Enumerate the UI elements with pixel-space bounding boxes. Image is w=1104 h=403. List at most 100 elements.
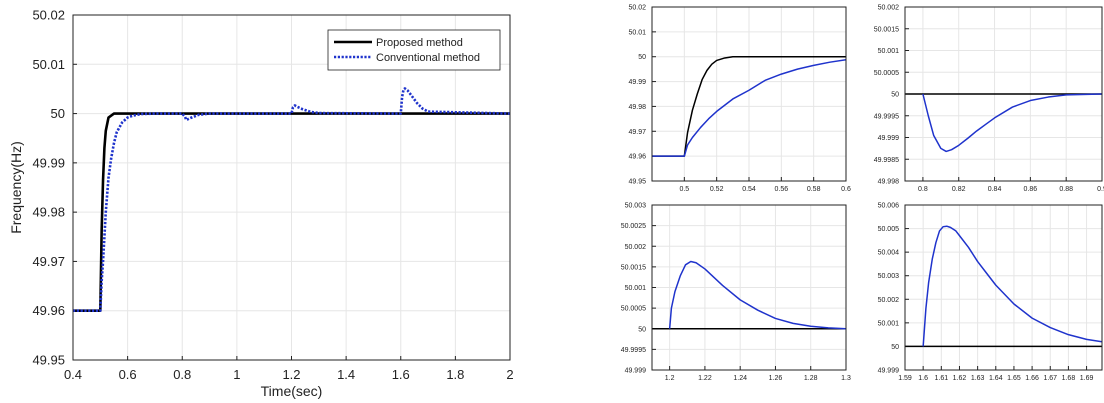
y-tick-label: 50 xyxy=(638,54,646,61)
x-tick-label: 0.52 xyxy=(710,186,724,193)
x-tick-label: 1.3 xyxy=(841,375,851,382)
x-tick-label: 0.4 xyxy=(64,367,82,382)
chart-panel-1: 0.4 0.6 0.8 1 1.2 1.4 1.6 1.8 2 49.95 49.96 49.97 49… xyxy=(8,8,514,400)
x-tick-label: 1.28 xyxy=(804,375,818,382)
y-tick-label: 49.97 xyxy=(628,129,646,136)
y-tick-label: 49.998 xyxy=(878,179,900,186)
x-tick-label: 1.4 xyxy=(337,367,355,382)
y-tick-label: 50.001 xyxy=(878,48,900,55)
x-tick-label: 0.82 xyxy=(952,186,966,193)
chart-panel-5: 1.59 1.6 1.61 1.62 1.63 1.64 1.65 1.66 1.67 1.68 1… xyxy=(878,203,1103,382)
x-tick-label: 1.24 xyxy=(733,375,747,382)
y-tick-label: 50.003 xyxy=(625,203,647,210)
plot-frame xyxy=(651,204,847,371)
y-tick-label: 50.0025 xyxy=(621,223,646,230)
y-tick-label: 49.999 xyxy=(878,135,900,142)
y-tick-label: 50.01 xyxy=(32,57,65,72)
x-tick-label: 0.6 xyxy=(841,186,851,193)
x-tick-label: 1.66 xyxy=(1025,375,1039,382)
x-tick-label: 1.64 xyxy=(989,375,1003,382)
y-tick-label: 50 xyxy=(891,344,899,351)
x-tick-label: 0.86 xyxy=(1024,186,1038,193)
y-tick-label: 50.02 xyxy=(32,8,65,23)
y-tick-label: 49.98 xyxy=(628,104,646,111)
x-tick-label: 0.54 xyxy=(742,186,756,193)
x-tick-label: 1.67 xyxy=(1043,375,1057,382)
x-tick-label: 1.2 xyxy=(282,367,300,382)
chart-panel-2: 0.5 0.52 0.54 0.56 0.58 0.6 49.95 49.96 49.97 49.… xyxy=(628,5,851,194)
y-tick-label: 49.95 xyxy=(32,353,65,368)
series-line-proposed xyxy=(652,55,846,157)
y-tick-label: 50.002 xyxy=(878,5,900,12)
y-tick-label: 49.9995 xyxy=(621,347,646,354)
y-tick-label: 49.95 xyxy=(628,179,646,186)
series-line-conventional xyxy=(922,225,1102,347)
y-tick-label: 50.02 xyxy=(628,5,646,12)
x-tick-label: 1.63 xyxy=(971,375,985,382)
x-tick-label: 1.26 xyxy=(769,375,783,382)
y-tick-label: 49.97 xyxy=(32,254,65,269)
x-tick-label: 0.84 xyxy=(988,186,1002,193)
y-tick-label: 50 xyxy=(51,106,65,121)
y-tick-label: 50.006 xyxy=(878,203,900,210)
x-tick-label: 0.58 xyxy=(807,186,821,193)
y-tick-label: 50.003 xyxy=(878,273,900,280)
plot-frame xyxy=(651,6,847,182)
chart-panel-3: 0.8 0.82 0.84 0.86 0.88 0.9 49.998 49.9985 49.99… xyxy=(874,5,1104,194)
series-line-conventional xyxy=(73,87,510,313)
x-tick-label: 0.5 xyxy=(679,186,689,193)
x-tick-label: 1.65 xyxy=(1007,375,1021,382)
legend-label-proposed: Proposed method xyxy=(376,37,463,49)
x-axis-label: Time(sec) xyxy=(261,383,323,399)
x-tick-label: 0.56 xyxy=(775,186,789,193)
legend-label-conventional: Conventional method xyxy=(376,52,480,64)
chart-panel-4: 1.2 1.22 1.24 1.26 1.28 1.3 49.999 49.9995 50 50.… xyxy=(621,203,851,383)
x-tick-label: 1.6 xyxy=(392,367,410,382)
x-tick-label: 1.2 xyxy=(665,375,675,382)
plot-area xyxy=(905,205,1102,370)
x-tick-label: 1.22 xyxy=(698,375,712,382)
x-tick-label: 2 xyxy=(506,367,513,382)
y-tick-label: 50 xyxy=(891,92,899,99)
x-tick-label: 1.8 xyxy=(446,367,464,382)
legend: Proposed method Conventional method xyxy=(327,29,501,71)
y-tick-label: 50.01 xyxy=(628,29,646,36)
y-tick-label: 49.999 xyxy=(625,368,647,375)
y-tick-label: 49.99 xyxy=(628,79,646,86)
y-tick-label: 49.99 xyxy=(32,155,65,170)
x-tick-label: 0.88 xyxy=(1059,186,1073,193)
series-line-conventional xyxy=(652,58,846,157)
x-tick-label: 1.6 xyxy=(918,375,928,382)
y-tick-label: 49.96 xyxy=(628,154,646,161)
y-tick-label: 49.999 xyxy=(878,368,900,375)
y-tick-label: 50.002 xyxy=(625,244,647,251)
plot-frame xyxy=(904,6,1103,182)
plot-frame xyxy=(904,204,1103,371)
legend-box xyxy=(327,29,501,71)
y-tick-label: 50.004 xyxy=(878,250,900,257)
y-tick-label: 50 xyxy=(638,326,646,333)
y-tick-label: 50.0015 xyxy=(621,264,646,271)
x-tick-label: 1.59 xyxy=(898,375,912,382)
x-tick-label: 1.62 xyxy=(953,375,967,382)
y-tick-label: 50.0005 xyxy=(621,306,646,313)
y-tick-label: 50.0005 xyxy=(874,70,899,77)
y-tick-label: 49.9985 xyxy=(874,157,899,164)
x-tick-label: 1.68 xyxy=(1062,375,1076,382)
y-tick-label: 49.96 xyxy=(32,303,65,318)
series-line-conventional xyxy=(922,93,1102,153)
x-tick-label: 0.6 xyxy=(119,367,137,382)
y-tick-label: 50.005 xyxy=(878,226,900,233)
y-tick-label: 49.9995 xyxy=(874,113,899,120)
y-tick-label: 50.001 xyxy=(625,285,647,292)
y-axis-label: Frequency(Hz) xyxy=(8,141,24,234)
x-tick-label: 0.8 xyxy=(173,367,191,382)
series-line-conventional xyxy=(668,260,846,330)
x-tick-label: 1 xyxy=(233,367,240,382)
x-tick-label: 0.8 xyxy=(918,186,928,193)
plot-frame xyxy=(72,14,511,361)
y-tick-label: 50.0015 xyxy=(874,26,899,33)
x-tick-label: 1.61 xyxy=(935,375,949,382)
x-tick-label: 1.69 xyxy=(1080,375,1094,382)
